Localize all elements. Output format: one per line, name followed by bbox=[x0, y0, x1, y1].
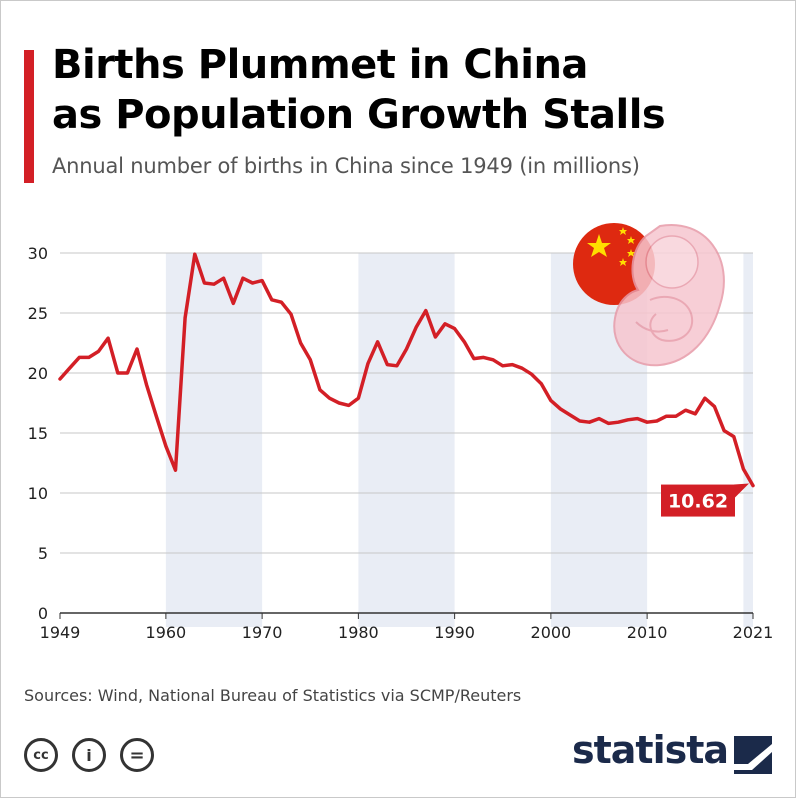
nd-icon[interactable]: = bbox=[120, 738, 154, 772]
chart-title: Births Plummet in China as Population Gr… bbox=[52, 40, 772, 140]
x-tick-label: 1990 bbox=[434, 623, 475, 642]
x-tick-label: 1949 bbox=[40, 623, 81, 642]
decade-band bbox=[743, 253, 753, 627]
y-tick-label: 30 bbox=[28, 244, 48, 263]
nd-icon-label: = bbox=[129, 744, 145, 766]
x-tick-label: 2010 bbox=[627, 623, 668, 642]
y-tick-label: 10 bbox=[28, 484, 48, 503]
by-icon[interactable]: i bbox=[72, 738, 106, 772]
title-accent-bar bbox=[24, 50, 34, 183]
x-tick-label: 1970 bbox=[242, 623, 283, 642]
x-tick-label: 2000 bbox=[531, 623, 572, 642]
gridlines bbox=[60, 252, 753, 614]
y-tick-label: 0 bbox=[38, 604, 48, 623]
title-line-1: Births Plummet in China bbox=[52, 42, 588, 88]
statista-mark-icon bbox=[734, 736, 772, 774]
by-icon-label: i bbox=[86, 745, 92, 765]
y-tick-label: 15 bbox=[28, 424, 48, 443]
decade-bands bbox=[165, 253, 753, 627]
decade-band bbox=[165, 253, 263, 627]
chart-subtitle: Annual number of births in China since 1… bbox=[52, 154, 640, 178]
decade-band bbox=[358, 253, 455, 627]
x-axis-ticks: 1949 1960 1970 1980 1990 2000 2010 2021 bbox=[40, 613, 774, 642]
x-tick-label: 2021 bbox=[733, 623, 774, 642]
last-value-label: 10.62 bbox=[661, 483, 749, 517]
y-axis-ticks: 0 5 10 15 20 25 30 bbox=[28, 244, 48, 623]
cc-icon-label: cc bbox=[33, 747, 49, 763]
cc-icon[interactable]: cc bbox=[24, 738, 58, 772]
y-tick-label: 25 bbox=[28, 304, 48, 323]
x-tick-label: 1960 bbox=[146, 623, 187, 642]
last-value-text: 10.62 bbox=[668, 491, 728, 513]
fetus-icon bbox=[613, 223, 725, 367]
statista-logo[interactable]: statista bbox=[572, 728, 729, 772]
source-note: Sources: Wind, National Bureau of Statis… bbox=[24, 686, 522, 705]
y-tick-label: 20 bbox=[28, 364, 48, 383]
brand-wordmark: statista bbox=[572, 728, 729, 772]
y-tick-label: 5 bbox=[38, 544, 48, 563]
x-tick-label: 1980 bbox=[338, 623, 379, 642]
title-line-2: as Population Growth Stalls bbox=[52, 92, 666, 138]
births-line bbox=[58, 252, 755, 488]
